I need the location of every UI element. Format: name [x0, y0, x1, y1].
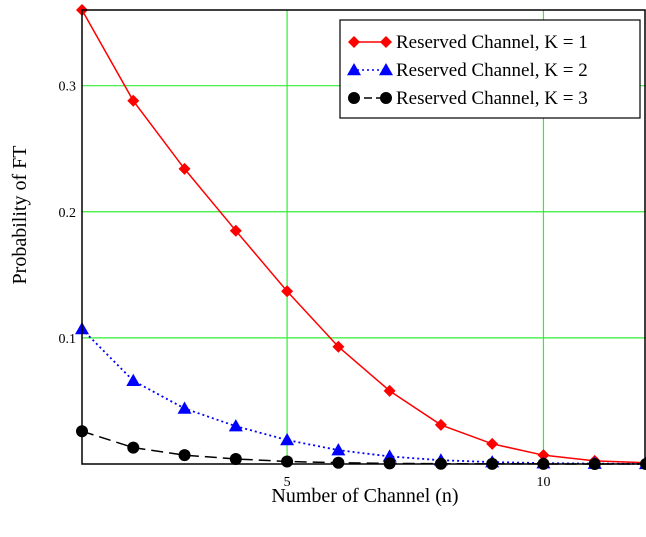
legend-entry-2: Reserved Channel, K = 2	[347, 60, 588, 81]
data-point	[332, 456, 345, 469]
legend-entry-1: Reserved Channel, K = 1	[348, 32, 588, 53]
data-point	[331, 443, 346, 456]
legend-label: Reserved Channel, K = 1	[396, 32, 588, 53]
data-point	[178, 162, 191, 175]
data-point	[537, 449, 550, 462]
plot-area-frame	[81, 9, 646, 465]
y-axis-title: Probability of FT	[9, 146, 31, 285]
data-point	[126, 373, 141, 387]
series-2	[75, 322, 646, 470]
x-tick-label: 10	[536, 475, 550, 490]
y-tick-label: 0.2	[59, 206, 77, 221]
legend-label: Reserved Channel, K = 2	[396, 60, 588, 81]
legend-marker	[348, 92, 360, 104]
data-point	[280, 433, 295, 446]
data-point	[127, 441, 140, 454]
data-point	[229, 224, 242, 237]
legend-marker	[380, 92, 392, 104]
legend-marker	[347, 63, 361, 76]
x-axis-title: Number of Channel (n)	[271, 485, 458, 507]
series-1	[76, 4, 646, 469]
series-layer	[75, 4, 646, 470]
data-point	[178, 449, 191, 462]
legend-marker	[379, 63, 393, 76]
x-tick-label: 5	[284, 475, 291, 490]
data-point	[281, 285, 294, 298]
data-point	[281, 455, 294, 468]
tick-labels: 5 10 0.1 0.2 0.3	[59, 80, 551, 490]
data-point	[486, 437, 499, 450]
series-line-1	[81, 9, 646, 464]
series-line-3	[81, 430, 646, 465]
legend-marker	[380, 36, 392, 48]
legend-entry-3: Reserved Channel, K = 3	[348, 88, 588, 109]
data-point	[383, 384, 396, 397]
legend-label: Reserved Channel, K = 3	[396, 88, 588, 109]
legend-marker	[348, 36, 360, 48]
data-point	[127, 94, 140, 107]
data-point	[332, 340, 345, 353]
series-line-2	[81, 328, 646, 465]
data-point	[228, 419, 243, 432]
data-point	[177, 401, 192, 414]
y-tick-label: 0.1	[59, 332, 77, 347]
data-point	[434, 418, 447, 431]
data-point	[229, 452, 242, 465]
legend: Reserved Channel, K = 1 Reserved Channel,…	[339, 19, 641, 119]
y-tick-label: 0.3	[59, 80, 77, 95]
